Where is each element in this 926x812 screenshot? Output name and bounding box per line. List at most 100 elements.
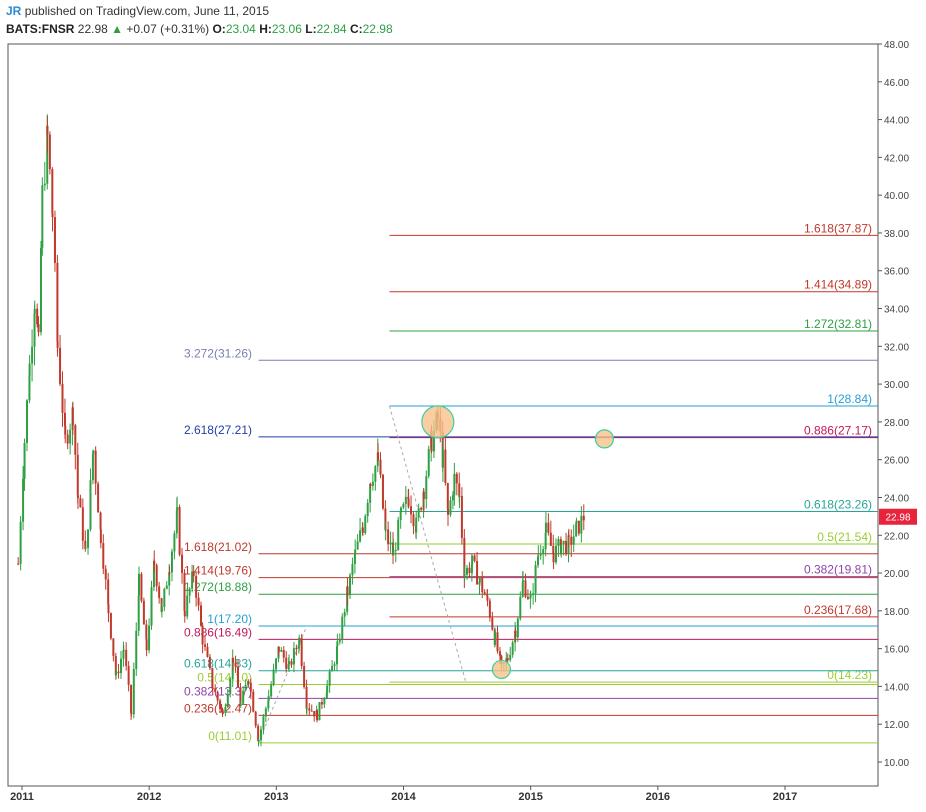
candle-body [160, 606, 163, 612]
y-tick-label: 24.00 [884, 493, 909, 504]
candle-body [290, 661, 293, 665]
y-tick-label: 44.00 [884, 116, 909, 127]
y-tick-label: 28.00 [884, 418, 909, 429]
candle-body [366, 502, 369, 517]
candle-body [331, 666, 334, 672]
candle-body [441, 449, 444, 468]
fib-level-label: 0.5(14.10) [197, 671, 252, 685]
candle-body [509, 654, 512, 661]
fib-level-label: 0.5(21.54) [817, 530, 872, 544]
highlight-marker[interactable] [594, 429, 615, 449]
candle-body [259, 729, 262, 741]
candle-body [417, 508, 420, 518]
candle-body [519, 596, 522, 619]
candle-body [389, 542, 392, 545]
candle-body [236, 666, 239, 688]
candle-body [547, 522, 550, 533]
y-tick-label: 32.00 [884, 342, 909, 353]
candle-body [140, 573, 143, 601]
candle-body [264, 708, 267, 717]
candle-body [119, 658, 122, 674]
x-tick-label: 2013 [264, 791, 288, 803]
candle-body [476, 560, 479, 585]
candle-body [529, 595, 532, 597]
low-value: 22.84 [316, 22, 347, 36]
candle-body [348, 575, 351, 596]
candle-body [346, 586, 349, 596]
candle-body [239, 703, 242, 706]
candle-body [130, 684, 133, 713]
candle-body [170, 551, 173, 573]
candle-body [216, 691, 219, 701]
candle-body [127, 665, 130, 685]
fib-level-label: 0.382(19.81) [804, 563, 872, 577]
candle-body [572, 536, 575, 545]
candle-body [66, 434, 69, 444]
candle-body [534, 565, 537, 594]
candle-body [544, 522, 547, 533]
candle-body [506, 658, 509, 661]
candle-body [552, 554, 555, 563]
candle-body [51, 169, 54, 213]
change-value: +0.07 (+0.31%) [126, 22, 210, 36]
candle-body [165, 585, 168, 589]
candle-body [244, 684, 247, 691]
candle-body [369, 484, 372, 486]
candle-body [356, 541, 359, 550]
candle-body [369, 484, 372, 503]
x-tick-label: 2011 [10, 791, 34, 803]
candle-body [79, 498, 82, 508]
candle-body [168, 572, 171, 574]
candle-body [384, 529, 387, 531]
candle-body [582, 515, 585, 521]
candle-body [87, 529, 90, 548]
candle-body [158, 586, 161, 599]
author-link[interactable]: JR [6, 4, 22, 18]
fib-level-label: 0(11.01) [208, 729, 252, 743]
publish-line: JR published on TradingView.com, June 11… [6, 4, 269, 18]
highlight-marker[interactable] [421, 405, 455, 439]
y-tick-label: 38.00 [884, 229, 909, 240]
candle-body [107, 579, 110, 605]
candle-body [521, 581, 524, 597]
candle-body [415, 517, 418, 533]
candle-body [412, 514, 415, 527]
candle-body [359, 530, 362, 542]
candle-body [252, 691, 255, 712]
highlight-marker[interactable] [491, 659, 512, 680]
candle-body [226, 693, 229, 708]
ohlc-line: BATS:FNSR 22.98 ▲ +0.07 (+0.31%) O:23.04… [6, 22, 393, 36]
candle-body [463, 574, 466, 578]
fib-level-label: 0.886(27.17) [804, 424, 872, 438]
candle-body [328, 671, 331, 686]
candle-body [99, 529, 102, 544]
candle-body [183, 610, 186, 617]
candle-body [463, 537, 466, 578]
candle-body [465, 567, 468, 575]
candle-body [422, 491, 425, 500]
candle-body [173, 533, 176, 552]
candle-body [267, 700, 270, 709]
candles [17, 114, 585, 747]
candle-body [444, 449, 447, 483]
candle-body [280, 649, 283, 652]
candle-body [407, 498, 410, 507]
candle-body [460, 496, 463, 538]
fib-level-label: 1.272(32.81) [804, 317, 872, 331]
candle-body [153, 560, 156, 566]
fib-level-label: 1.414(34.89) [804, 278, 872, 292]
candle-body [145, 639, 148, 651]
fib-level-label: 1.272(18.88) [184, 580, 252, 594]
candle-body [577, 520, 580, 534]
symbol-label[interactable]: BATS:FNSR [6, 22, 75, 36]
candle-body [59, 347, 62, 384]
fib-level-label: 1(17.20) [207, 612, 252, 626]
candle-body [565, 540, 568, 554]
y-tick-label: 40.00 [884, 191, 909, 202]
candle-body [488, 600, 491, 618]
candle-body [298, 637, 301, 646]
candle-body [181, 554, 184, 573]
candle-body [186, 595, 189, 617]
candle-body [211, 687, 214, 689]
